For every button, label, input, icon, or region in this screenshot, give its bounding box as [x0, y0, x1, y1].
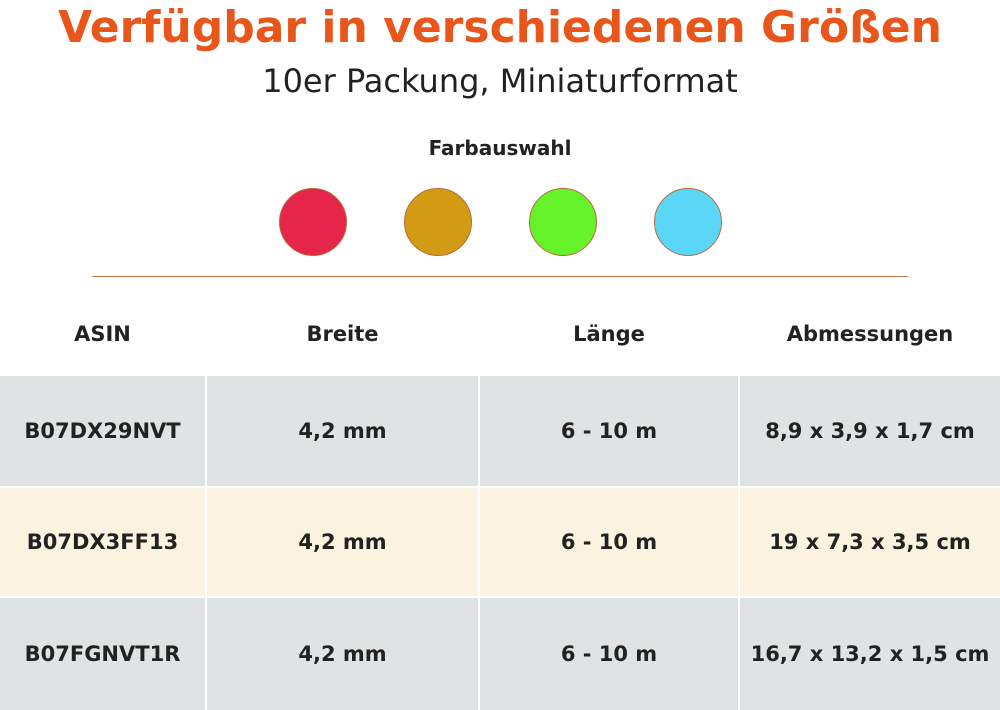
column-header: Länge: [573, 322, 645, 346]
table-cell: 6 - 10 m: [480, 376, 738, 486]
table-cell: 4,2 mm: [207, 376, 478, 486]
column-header: Abmessungen: [786, 322, 954, 346]
color-swatch: [529, 188, 597, 256]
title: Verfügbar in verschiedenen Größen: [58, 2, 942, 53]
table-cell: B07DX3FF13: [0, 488, 205, 596]
table-cell: B07DX29NVT: [0, 376, 205, 486]
subtitle: 10er Packung, Miniaturformat: [262, 62, 738, 100]
table-cell: 16,7 x 13,2 x 1,5 cm: [740, 598, 1000, 710]
color-swatch: [279, 188, 347, 256]
table-cell: B07FGNVT1R: [0, 598, 205, 710]
table-cell: 19 x 7,3 x 3,5 cm: [740, 488, 1000, 596]
table-cell: 4,2 mm: [207, 598, 478, 710]
color-label: Farbauswahl: [428, 136, 572, 160]
divider: [92, 276, 908, 277]
table-cell: 6 - 10 m: [480, 488, 738, 596]
column-header: Breite: [306, 322, 379, 346]
color-swatch: [654, 188, 722, 256]
column-header: ASIN: [74, 322, 131, 346]
table-cell: 6 - 10 m: [480, 598, 738, 710]
table-cell: 8,9 x 3,9 x 1,7 cm: [740, 376, 1000, 486]
table-cell: 4,2 mm: [207, 488, 478, 596]
color-swatch: [404, 188, 472, 256]
